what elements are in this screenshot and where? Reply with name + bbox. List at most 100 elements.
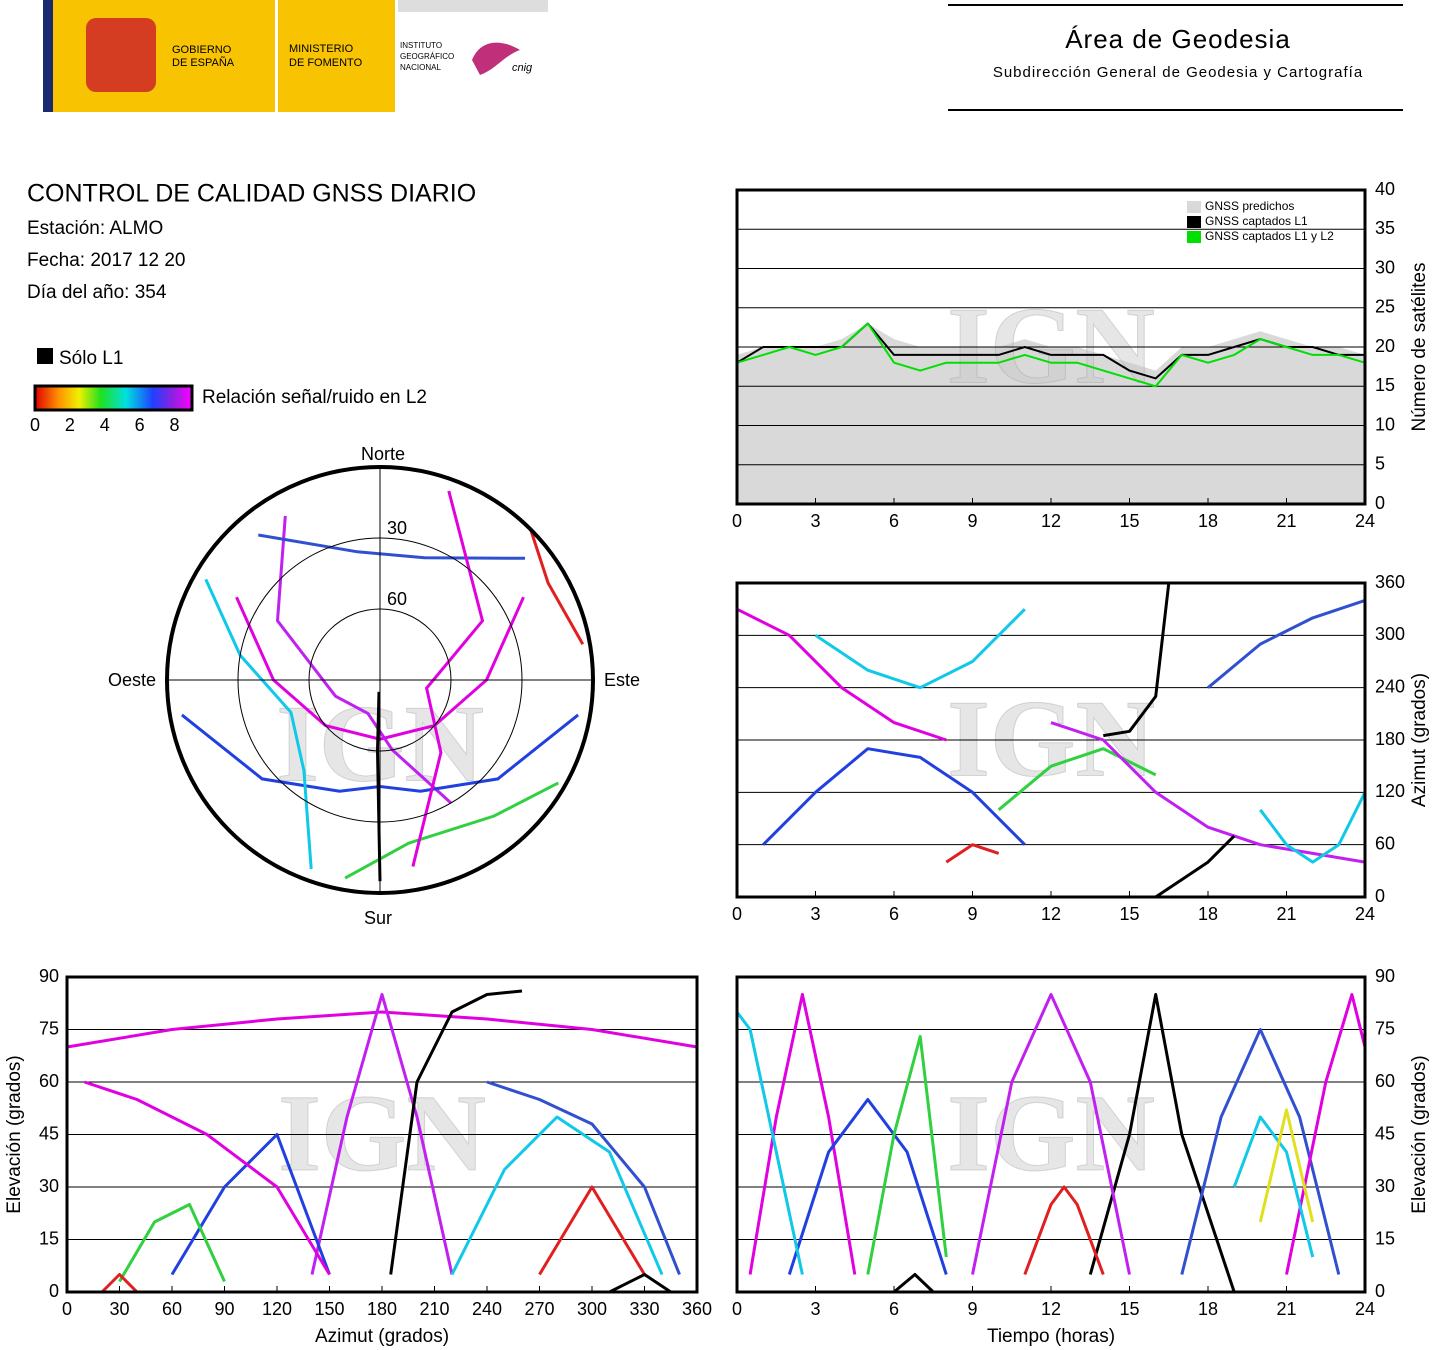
legend-label: GNSS captados L1 [1205, 214, 1308, 228]
plot-border [735, 975, 1367, 1294]
legend-swatch [1187, 231, 1201, 243]
x-tick-label: 12 [1041, 1299, 1061, 1319]
x-tick-label: 18 [1198, 904, 1218, 924]
area-subtitle: Subdirección General de Geodesia y Carto… [993, 64, 1363, 81]
series-line [1180, 1028, 1341, 1275]
snr-colorbar [33, 384, 194, 412]
watermark: IGN [278, 1072, 486, 1194]
series-line [389, 989, 523, 1275]
series-line [945, 843, 1000, 864]
series-line [866, 1035, 948, 1275]
snr-tick-label: 2 [65, 415, 75, 435]
x-tick-label: 6 [889, 1299, 899, 1319]
snr-tick-label: 8 [170, 415, 180, 435]
y-tick-label: 25 [1375, 297, 1395, 317]
y-tick-label: 75 [39, 1018, 59, 1038]
area-title: Área de Geodesia [1065, 24, 1291, 54]
x-tick-label: 3 [810, 904, 820, 924]
elevation-ring [308, 608, 452, 752]
x-tick-label: 60 [162, 1299, 182, 1319]
series-line [310, 993, 454, 1275]
y-tick-label: 20 [1375, 336, 1395, 356]
sky-track [204, 578, 313, 870]
x-tick-label: 9 [967, 904, 977, 924]
gov-line: DE ESPAÑA [172, 56, 235, 69]
series-line [736, 322, 1366, 388]
y-tick-label: 180 [1375, 729, 1405, 749]
flag-strip [43, 0, 53, 112]
ign-line: GEOGRÁFICO [400, 52, 454, 61]
series-line [118, 1203, 226, 1283]
x-tick-label: 12 [1041, 904, 1061, 924]
x-tick-label: 18 [1198, 511, 1218, 531]
y-tick-label: 15 [1375, 375, 1395, 395]
y-tick-label: 90 [39, 966, 59, 986]
series-line [450, 1115, 664, 1276]
y-tick-label: 10 [1375, 414, 1395, 434]
sky-track [275, 515, 453, 805]
sky-track [529, 528, 585, 645]
elevation-ring [237, 537, 523, 823]
x-tick-label: 270 [524, 1299, 554, 1319]
x-tick-label: 240 [472, 1299, 502, 1319]
series-line [1207, 598, 1366, 689]
y-tick-label: 35 [1375, 218, 1395, 238]
y-axis-label: Elevación (grados) [1409, 1055, 1430, 1213]
x-tick-label: 21 [1276, 1299, 1296, 1319]
x-tick-label: 120 [262, 1299, 292, 1319]
l1-legend: Sólo L1 [59, 348, 123, 369]
y-tick-label: 40 [1375, 179, 1395, 199]
x-tick-label: 6 [889, 511, 899, 531]
watermark: IGN [947, 677, 1155, 799]
y-axis-label: Elevación (grados) [4, 1055, 25, 1213]
y-axis-label: Azimut (grados) [1409, 673, 1430, 807]
ministry-logo [278, 0, 395, 112]
x-axis-label: Tiempo (horas) [987, 1326, 1115, 1347]
series-line [1088, 993, 1236, 1293]
series-line [971, 993, 1131, 1275]
watermark: IGN [947, 284, 1155, 406]
sky-track [344, 781, 559, 880]
plot-border [735, 188, 1367, 506]
y-tick-label: 75 [1375, 1018, 1395, 1038]
y-tick-label: 0 [1375, 1281, 1385, 1301]
x-tick-label: 18 [1198, 1299, 1218, 1319]
x-tick-label: 24 [1355, 1299, 1375, 1319]
series-line [748, 993, 857, 1275]
series-line [1232, 1115, 1315, 1258]
snr-tick-label: 0 [30, 415, 40, 435]
direction-label: Sur [364, 908, 392, 928]
series-line [1050, 721, 1366, 864]
ign-line: INSTITUTO [400, 41, 442, 50]
series-line [486, 1080, 681, 1276]
y-tick-label: 45 [39, 1123, 59, 1143]
sky-track [411, 490, 485, 867]
y-tick-label: 0 [1375, 493, 1385, 513]
logo-block: GOBIERNO DE ESPAÑA MINISTERIO DE FOMENTO… [43, 0, 548, 112]
cnig-label: cnig [512, 62, 533, 74]
series-line [736, 607, 947, 742]
series-line [893, 1273, 935, 1294]
y-tick-label: 0 [49, 1281, 59, 1301]
ministry-line: MINISTERIO [289, 43, 354, 55]
series-line [1258, 1108, 1315, 1223]
y-tick-label: 15 [1375, 1228, 1395, 1248]
legend-label: GNSS captados L1 y L2 [1205, 229, 1334, 243]
station: Estación: ALMO [27, 218, 163, 239]
ign-bar [398, 0, 548, 12]
y-tick-label: 60 [39, 1071, 59, 1091]
x-tick-label: 300 [577, 1299, 607, 1319]
x-tick-label: 0 [732, 1299, 742, 1319]
series-line [1285, 993, 1367, 1275]
series-line [608, 1273, 672, 1294]
y-tick-label: 90 [1375, 966, 1395, 986]
x-tick-label: 15 [1119, 511, 1139, 531]
series-line [84, 1080, 331, 1276]
x-tick-label: 330 [629, 1299, 659, 1319]
series-line [1154, 834, 1236, 899]
legend-label: GNSS predichos [1205, 199, 1294, 213]
y-tick-label: 30 [1375, 1176, 1395, 1196]
plot-border [735, 581, 1367, 899]
cnig-mark [472, 42, 520, 75]
